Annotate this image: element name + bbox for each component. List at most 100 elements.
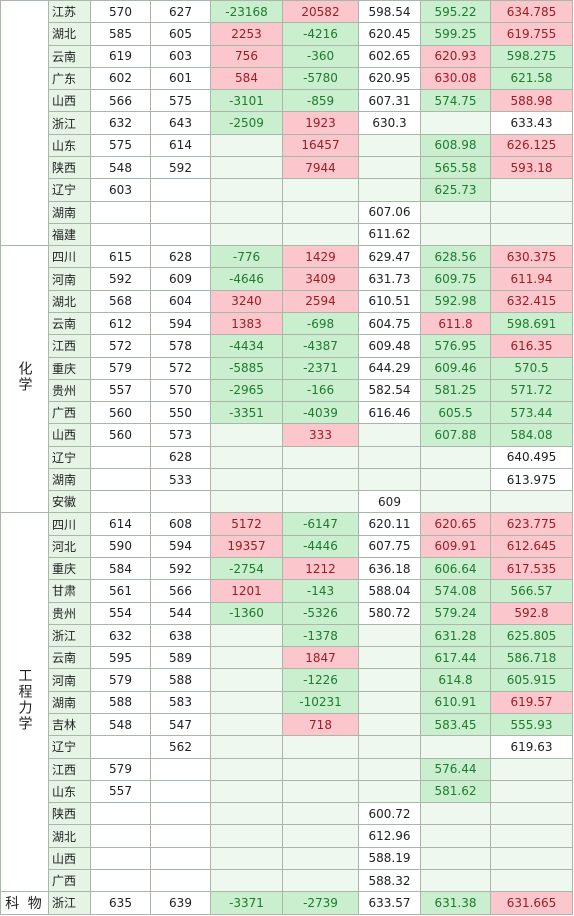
value-cell: 565.58 <box>420 155 491 180</box>
value-cell <box>210 646 283 670</box>
value-cell: 602 <box>90 66 151 91</box>
value-cell <box>358 133 421 157</box>
value-cell <box>282 757 359 781</box>
value-cell: 603 <box>150 44 211 68</box>
value-cell <box>358 757 421 781</box>
value-cell: -4216 <box>282 22 359 46</box>
value-cell: 570.5 <box>490 356 573 380</box>
value-cell: 620.93 <box>420 44 491 68</box>
value-cell: 607.06 <box>358 200 421 224</box>
value-cell: 619 <box>90 44 151 68</box>
value-cell <box>150 200 211 224</box>
value-cell: 562 <box>150 735 211 759</box>
value-cell: 620.45 <box>358 22 421 46</box>
value-cell: 628.56 <box>420 245 491 269</box>
value-cell: 605.915 <box>490 668 573 692</box>
table-row: 贵州 554 544 -1360 -5326 580.72 579.24 592.8 <box>1 601 573 625</box>
value-cell: 626.125 <box>490 133 573 157</box>
value-cell: 630.375 <box>490 245 573 269</box>
table-row: 河北 590 594 19357 -4446 607.75 609.91 612.645 <box>1 534 573 559</box>
value-cell: 592.98 <box>420 289 491 313</box>
value-cell: 611.8 <box>420 311 491 336</box>
subject-label: 科 物 <box>5 895 44 912</box>
value-cell: 631.38 <box>420 891 491 915</box>
value-cell: 602.65 <box>358 44 421 68</box>
value-cell <box>282 802 359 826</box>
value-cell: 572 <box>150 356 211 380</box>
value-cell: 574.08 <box>420 579 491 603</box>
value-cell <box>358 423 421 447</box>
table-row: 浙江 632 643 -2509 1923 630.3 633.43 <box>1 111 573 135</box>
value-cell <box>358 690 421 715</box>
value-cell: -2754 <box>210 557 283 581</box>
value-cell: 574.75 <box>420 89 491 113</box>
value-cell: 634.785 <box>490 0 573 24</box>
value-cell: 566.57 <box>490 579 573 603</box>
value-cell: 572 <box>90 334 151 358</box>
value-cell: 2253 <box>210 22 283 46</box>
value-cell: -143 <box>282 579 359 603</box>
value-cell: 756 <box>210 44 283 68</box>
province-cell: 浙江 <box>48 891 91 915</box>
value-cell: -5326 <box>282 601 359 625</box>
value-cell: 632 <box>90 623 151 648</box>
value-cell <box>90 824 151 848</box>
subject-cell: 工程力学 <box>0 512 49 893</box>
value-cell: -166 <box>282 378 359 403</box>
province-cell: 湖南 <box>48 200 91 224</box>
value-cell: 625.73 <box>420 178 491 202</box>
table-row: 福建 611.62 <box>1 222 573 247</box>
value-cell: 610.51 <box>358 289 421 313</box>
value-cell <box>490 824 573 848</box>
value-cell: 588.32 <box>358 868 421 893</box>
value-cell: 554 <box>90 601 151 625</box>
value-cell <box>358 155 421 180</box>
province-cell: 湖北 <box>48 824 91 848</box>
value-cell: 640.495 <box>490 445 573 469</box>
value-cell: 560 <box>90 401 151 425</box>
table-row: 重庆 584 592 -2754 1212 636.18 606.64 617.535 <box>1 557 573 581</box>
value-cell: -5885 <box>210 356 283 380</box>
value-cell <box>150 779 211 804</box>
subject-label: 化学 <box>16 361 33 394</box>
table-row: 化学 四川 615 628 -776 1429 629.47 628.56 630.375 <box>0 245 573 514</box>
value-cell <box>420 445 491 469</box>
value-cell: 628 <box>150 245 211 269</box>
value-cell: 581.62 <box>420 779 491 804</box>
value-cell <box>210 133 283 157</box>
value-cell <box>210 712 283 737</box>
value-cell: -698 <box>282 311 359 336</box>
value-cell: 638 <box>150 623 211 648</box>
value-cell <box>210 735 283 759</box>
value-cell <box>90 846 151 870</box>
value-cell: -2965 <box>210 378 283 403</box>
province-cell: 江西 <box>48 334 91 358</box>
value-cell: 614 <box>150 133 211 157</box>
province-cell: 甘肃 <box>48 579 91 603</box>
value-cell <box>150 757 211 781</box>
value-cell: 576.44 <box>420 757 491 781</box>
value-cell <box>282 868 359 893</box>
value-cell: 20582 <box>282 0 359 24</box>
value-cell <box>90 445 151 469</box>
table-row: 辽宁 562 619.63 <box>1 735 573 759</box>
value-cell: 573 <box>150 423 211 447</box>
value-cell: 632.415 <box>490 289 573 313</box>
value-cell: 2594 <box>282 289 359 313</box>
subject-cell: 化学 <box>0 245 49 514</box>
value-cell: 609.48 <box>358 334 421 358</box>
value-cell <box>210 868 283 893</box>
table-row: 辽宁 603 625.73 <box>1 178 573 202</box>
value-cell: 548 <box>90 712 151 737</box>
table-row: 安徽 609 <box>1 490 573 514</box>
table-row: 河南 579 588 -1226 614.8 605.915 <box>1 668 573 692</box>
value-cell: 623.775 <box>490 512 573 536</box>
value-cell: 644.29 <box>358 356 421 380</box>
value-cell <box>358 735 421 759</box>
value-cell <box>490 757 573 781</box>
value-cell: 582.54 <box>358 378 421 403</box>
table-row: 云南 619 603 756 -360 602.65 620.93 598.275 <box>1 44 573 68</box>
value-cell: 547 <box>150 712 211 737</box>
value-cell: 631.665 <box>490 891 573 915</box>
value-cell: 639 <box>150 891 211 915</box>
